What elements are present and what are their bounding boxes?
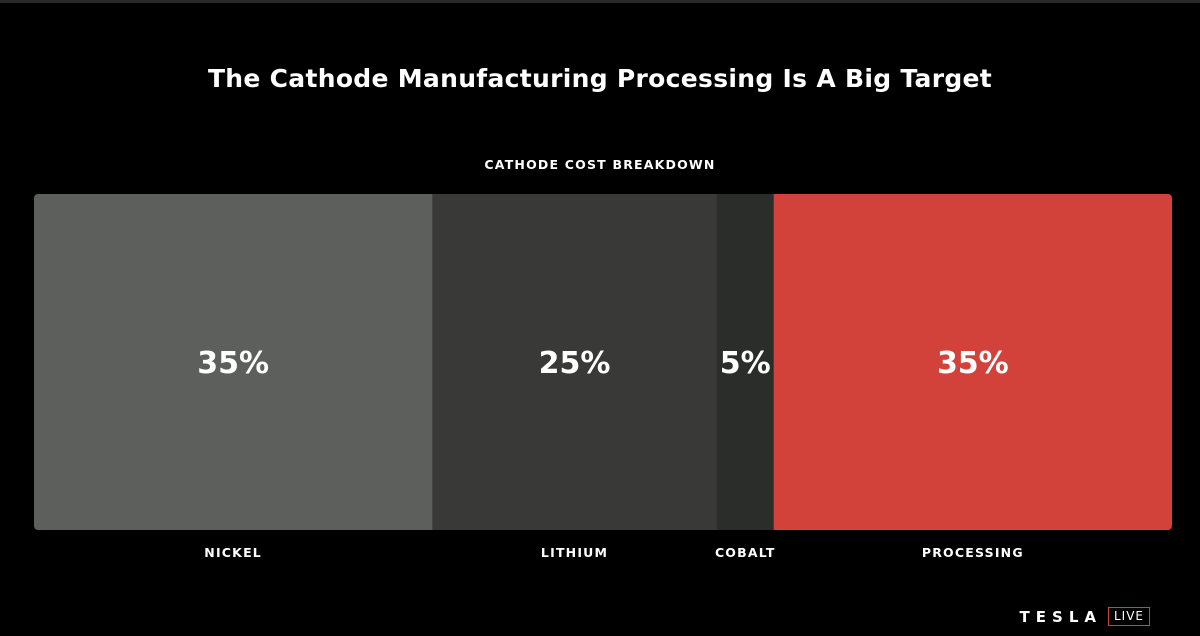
- value-label-lithium: 25%: [539, 346, 611, 381]
- chart-title: CATHODE COST BREAKDOWN: [484, 157, 716, 172]
- live-badge: LIVE: [1107, 607, 1150, 626]
- bar-segment-processing: [773, 194, 1172, 530]
- category-label-cobalt: COBALT: [715, 545, 776, 560]
- tesla-live-logo: TESLA LIVE: [1020, 607, 1150, 626]
- category-label-processing: PROCESSING: [922, 545, 1024, 560]
- value-label-nickel: 35%: [197, 346, 269, 381]
- category-label-nickel: NICKEL: [204, 545, 262, 560]
- top-border: [0, 0, 1200, 3]
- brand-name: TESLA: [1019, 607, 1102, 626]
- slide-title: The Cathode Manufacturing Processing Is …: [207, 64, 993, 93]
- category-label-lithium: LITHIUM: [541, 545, 608, 560]
- bar-segment-lithium: [432, 194, 718, 530]
- value-label-processing: 35%: [937, 346, 1009, 381]
- value-label-cobalt: 5%: [720, 346, 771, 381]
- bar-segment-nickel: [34, 194, 433, 530]
- bar-segment-cobalt: [716, 194, 775, 530]
